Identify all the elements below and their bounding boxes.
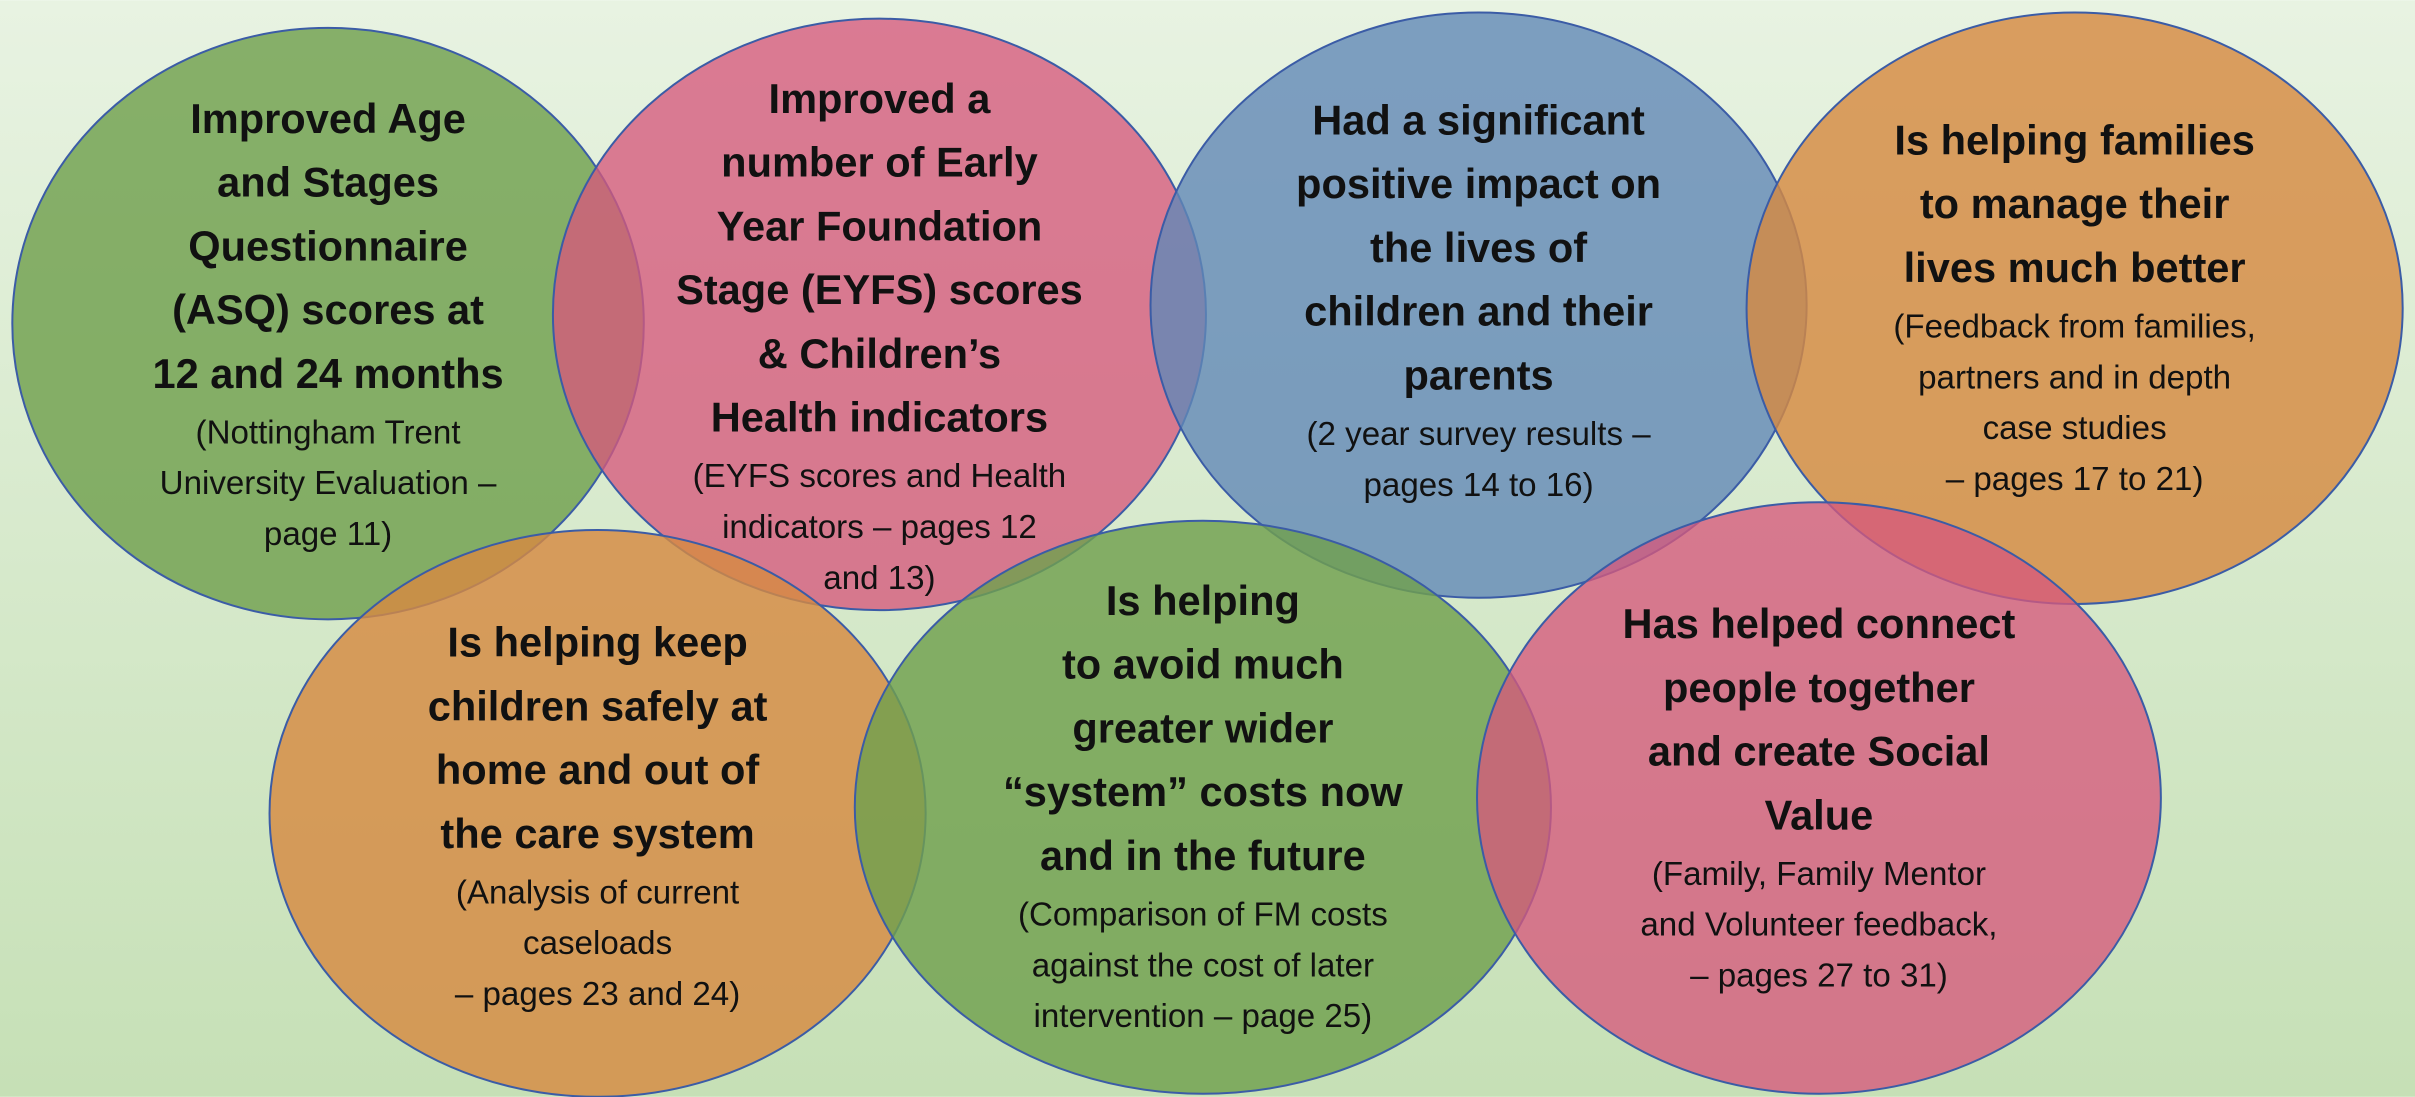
title-line: and Stages (217, 159, 439, 206)
title-line: Is helping keep (447, 619, 747, 666)
title-line: Year Foundation (717, 202, 1043, 249)
title-line: “system” costs now (1003, 768, 1403, 815)
detail-line: case studies (1983, 410, 2167, 447)
title-line: Health indicators (711, 394, 1048, 441)
detail-line: (EYFS scores and Health (693, 458, 1067, 495)
detail-line: page 11) (264, 516, 392, 553)
title-line: Value (1765, 791, 1874, 838)
detail-line: intervention – page 25) (1034, 998, 1373, 1035)
detail-line: (Analysis of current (456, 874, 739, 911)
title-line: Is helping (1106, 577, 1300, 624)
title-line: (ASQ) scores at (172, 286, 484, 333)
detail-line: and Volunteer feedback, (1640, 907, 1997, 944)
title-line: positive impact on (1296, 160, 1661, 207)
title-line: home and out of (436, 746, 760, 793)
title-line: Has helped connect (1623, 600, 2016, 647)
title-line: Questionnaire (188, 222, 468, 269)
title-line: to manage their (1920, 180, 2230, 227)
title-line: number of Early (721, 139, 1038, 186)
title-line: children and their (1304, 288, 1653, 335)
detail-line: (Nottingham Trent (196, 414, 461, 451)
title-line: and in the future (1040, 832, 1366, 879)
detail-line: partners and in depth (1918, 359, 2231, 396)
detail-line: (Feedback from families, (1893, 308, 2255, 345)
detail-line: – pages 27 to 31) (1690, 957, 1948, 994)
detail-line: (Family, Family Mentor (1652, 856, 1986, 893)
detail-line: pages 14 to 16) (1364, 467, 1594, 504)
detail-line: against the cost of later (1032, 947, 1374, 984)
circles (11, 11, 2404, 1097)
detail-line: (Comparison of FM costs (1018, 897, 1388, 934)
title-line: Had a significant (1312, 96, 1645, 143)
title-line: to avoid much (1062, 641, 1344, 688)
title-line: Stage (EYFS) scores (676, 266, 1083, 313)
title-line: 12 and 24 months (152, 350, 503, 397)
detail-line: caseloads (523, 925, 672, 962)
detail-line: indicators – pages 12 (722, 509, 1037, 546)
title-line: children safely at (428, 682, 768, 729)
title-line: the lives of (1370, 224, 1587, 271)
title-line: greater wider (1072, 704, 1333, 751)
detail-line: and 13) (823, 560, 935, 597)
circle (1476, 501, 2162, 1095)
title-line: Is helping families (1894, 116, 2254, 163)
detail-line: – pages 23 and 24) (455, 976, 740, 1013)
detail-line: University Evaluation – (160, 465, 497, 502)
title-line: people together (1663, 664, 1975, 711)
title-line: Improved a (769, 75, 992, 122)
title-line: parents (1403, 351, 1553, 398)
title-line: the care system (440, 810, 754, 857)
title-line: Improved Age (190, 95, 466, 142)
detail-line: – pages 17 to 21) (1946, 461, 2204, 498)
detail-line: (2 year survey results – (1307, 416, 1652, 453)
labels: Improved Age and Stages Questionnaire (ASQ)… (152, 75, 2255, 1035)
title-line: & Children’s (758, 330, 1001, 377)
title-line: lives much better (1904, 244, 2246, 291)
title-line: and create Social (1648, 728, 1990, 775)
